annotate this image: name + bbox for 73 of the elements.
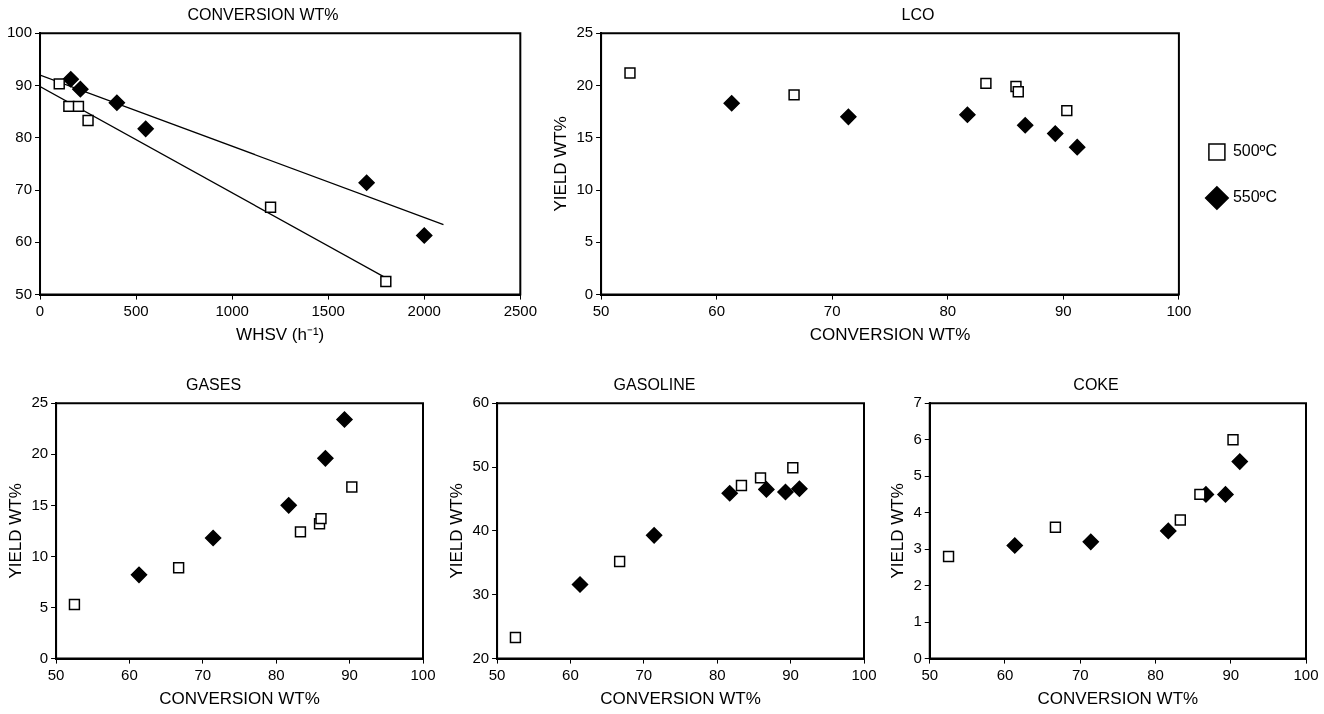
legend-label: 500ºC [1232, 142, 1277, 160]
y-tick-label: 5 [39, 597, 49, 615]
x-tick-label: 80 [939, 301, 957, 319]
y-tick-label: 0 [39, 648, 49, 666]
x-tick-label: 90 [782, 665, 799, 683]
x-tick-label: 500 [123, 301, 149, 319]
y-axis-title: YIELD WT% [887, 483, 907, 579]
y-tick-label: 80 [15, 127, 33, 145]
x-axis-title: WHSV (h⁻¹) [236, 325, 325, 345]
y-tick-label: 30 [472, 584, 490, 602]
y-tick-label: 10 [576, 180, 594, 198]
x-tick-label: 90 [341, 665, 358, 683]
x-tick-label: 70 [1071, 665, 1089, 683]
x-tick-label: 80 [1147, 665, 1164, 683]
y-tick-label: 10 [31, 546, 49, 564]
y-tick-label: 1 [913, 612, 922, 630]
y-tick-label: 6 [913, 429, 922, 447]
y-tick-label: 15 [31, 495, 49, 513]
chart-title: LCO [901, 6, 935, 24]
y-tick-label: 0 [913, 648, 922, 666]
x-axis-title: CONVERSION WT% [600, 689, 761, 709]
x-axis-title: CONVERSION WT% [1037, 689, 1199, 709]
x-tick-label: 60 [562, 665, 579, 683]
x-tick-label: 100 [851, 665, 877, 683]
y-tick-label: 50 [15, 284, 33, 302]
y-axis-title: YIELD WT% [550, 116, 570, 212]
y-tick-label: 50 [472, 457, 490, 475]
y-tick-label: 5 [584, 232, 594, 250]
y-tick-label: 25 [576, 23, 594, 41]
y-tick-label: 7 [913, 393, 922, 411]
y-tick-label: 25 [31, 393, 49, 411]
y-tick-label: 20 [472, 648, 490, 666]
y-tick-label: 40 [472, 521, 490, 539]
x-tick-label: 1500 [311, 301, 345, 319]
y-tick-label: 4 [913, 502, 922, 520]
y-axis-title: YIELD WT% [446, 483, 466, 579]
y-axis-title: YIELD WT% [5, 483, 25, 579]
y-tick-label: 60 [15, 232, 33, 250]
x-tick-label: 100 [1293, 665, 1319, 683]
x-axis-title: CONVERSION WT% [159, 689, 320, 709]
x-axis-title: CONVERSION WT% [809, 325, 971, 345]
chart-title: GASES [185, 376, 242, 394]
y-tick-label: 100 [7, 23, 33, 41]
y-tick-label: 70 [15, 180, 33, 198]
y-tick-label: 60 [472, 393, 490, 411]
x-tick-label: 90 [1055, 301, 1072, 319]
x-tick-label: 60 [121, 665, 138, 683]
y-tick-label: 0 [584, 284, 594, 302]
x-tick-label: 100 [410, 665, 436, 683]
x-tick-label: 70 [194, 665, 212, 683]
x-tick-label: 2000 [407, 301, 441, 319]
chart-title: CONVERSION WT% [187, 6, 339, 24]
x-tick-label: 60 [996, 665, 1014, 683]
y-tick-label: 5 [913, 466, 922, 484]
y-tick-label: 15 [576, 127, 594, 145]
x-tick-label: 50 [488, 665, 506, 683]
y-tick-label: 20 [31, 444, 49, 462]
chart-title: GASOLINE [613, 376, 696, 394]
x-tick-label: 70 [635, 665, 653, 683]
y-tick-label: 90 [15, 75, 33, 93]
x-tick-label: 2500 [503, 301, 537, 319]
y-tick-label: 2 [913, 575, 922, 593]
legend-label: 550ºC [1232, 188, 1277, 206]
y-tick-label: 3 [913, 539, 922, 557]
x-tick-label: 1000 [215, 301, 249, 319]
chart-title: COKE [1073, 376, 1119, 394]
x-tick-label: 100 [1166, 301, 1192, 319]
x-tick-label: 70 [823, 301, 841, 319]
x-tick-label: 60 [708, 301, 725, 319]
x-tick-label: 80 [267, 665, 285, 683]
x-tick-label: 80 [708, 665, 726, 683]
y-tick-label: 20 [576, 75, 594, 93]
x-tick-label: 90 [1222, 665, 1240, 683]
